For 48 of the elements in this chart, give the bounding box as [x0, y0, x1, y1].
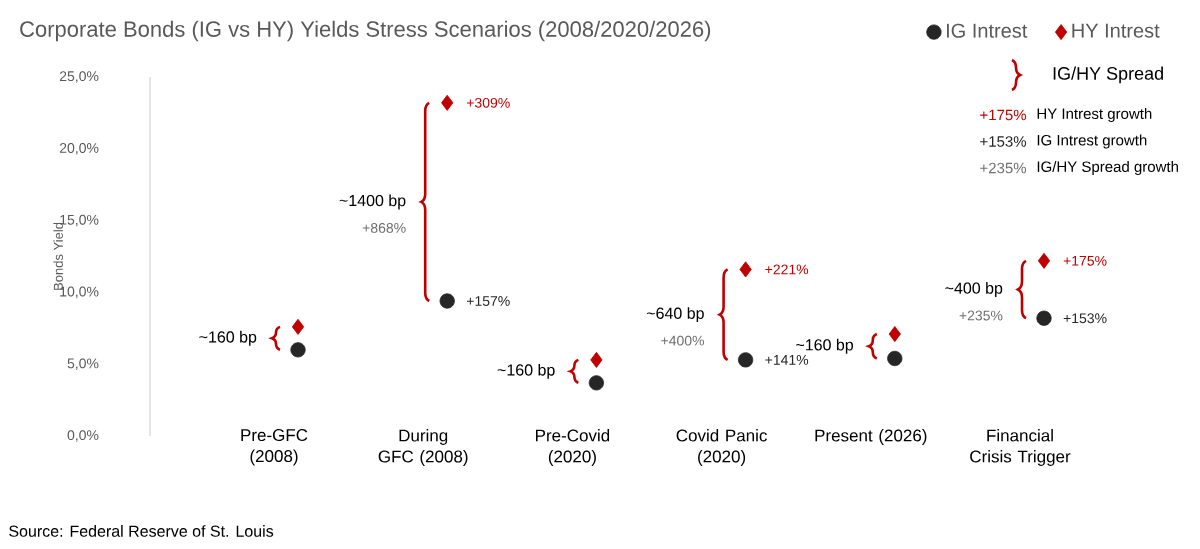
- annotation: IG/HY Spread growth: [1037, 161, 1178, 175]
- point: [439, 293, 455, 309]
- point: [291, 318, 305, 335]
- x-tick-label: During GFC (2008): [378, 429, 468, 466]
- annotation: ~160 bp: [199, 330, 257, 346]
- annotation: HY Intrest growth: [1037, 108, 1152, 122]
- x-tick-label: Covid Panic (2020): [676, 429, 767, 466]
- point: [441, 94, 454, 111]
- annotation: +157%: [466, 296, 510, 306]
- legend-label: IG Intrest: [946, 23, 1028, 38]
- legend-label: HY Intrest: [1072, 23, 1160, 38]
- point: [588, 375, 604, 391]
- point: [590, 351, 603, 368]
- annotation: IG/HY Spread: [1053, 66, 1163, 84]
- y-tick-label: 0,0%: [67, 430, 99, 442]
- annotation: +221%: [765, 264, 809, 275]
- point: [1036, 310, 1052, 326]
- x-tick-label: Pre-Covid (2020): [535, 429, 610, 466]
- annotation: +235%: [980, 162, 1027, 174]
- annotation: ~640 bp: [646, 307, 704, 323]
- annotation: ~1400 bp: [339, 194, 406, 210]
- annotation: +309%: [466, 97, 510, 108]
- y-tick-label: 5,0%: [67, 358, 99, 370]
- source-note: Source: Federal Reserve of St. Louis: [9, 525, 274, 537]
- point: [290, 342, 306, 358]
- annotation: +141%: [765, 355, 809, 365]
- annotation: ~160 bp: [796, 338, 854, 354]
- annotation: +235%: [959, 310, 1003, 321]
- y-tick-label: 20,0%: [59, 143, 99, 155]
- point: [887, 350, 903, 367]
- annotation: +400%: [661, 335, 705, 346]
- point: [888, 326, 901, 343]
- annotation: ~400 bp: [945, 282, 1003, 297]
- annotation: IG Intrest growth: [1037, 134, 1147, 149]
- x-tick-label: Financial Crisis Trigger: [970, 429, 1071, 466]
- x-tick-label: Pre-GFC (2008): [241, 429, 308, 466]
- annotation: +153%: [1063, 313, 1107, 324]
- point: [739, 261, 752, 278]
- x-tick-label: Present (2026): [815, 429, 927, 445]
- chart-title: Corporate Bonds (IG vs HY) Yields Stress Scenarios (2008/2020/2026): [20, 20, 711, 42]
- y-tick-label: 25,0%: [59, 71, 99, 83]
- point: [1037, 252, 1051, 269]
- annotation: +175%: [980, 109, 1027, 121]
- annotation: ~160 bp: [497, 363, 555, 379]
- annotation: +868%: [362, 222, 406, 233]
- annotation: +175%: [1063, 255, 1107, 266]
- point: [738, 352, 754, 368]
- annotation: +153%: [980, 136, 1027, 147]
